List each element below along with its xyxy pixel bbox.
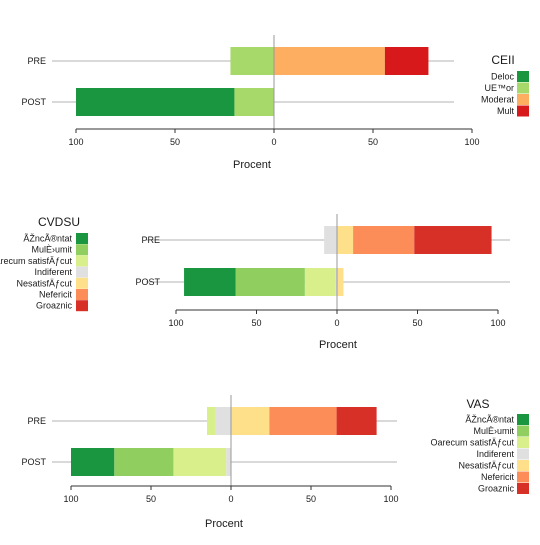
bar-segment <box>71 448 115 476</box>
x-tick-label: 50 <box>146 494 156 504</box>
x-tick-label: 100 <box>464 137 479 147</box>
legend-label: MulÈ›umit <box>473 426 514 436</box>
bar-segment <box>304 268 336 296</box>
x-tick-label: 100 <box>63 494 78 504</box>
x-tick-label: 100 <box>68 137 83 147</box>
chart-panel-3: PRE POST 100 50 0 50 100 Procent VAS ÃŽncÃ®ntatMu… <box>21 395 529 530</box>
legend-title: VAS <box>466 397 489 411</box>
x-tick-label: 0 <box>228 494 233 504</box>
legend-swatch <box>76 277 88 289</box>
bar-segment <box>269 407 337 435</box>
x-tick-label: 100 <box>168 318 183 328</box>
x-tick-label: 50 <box>368 137 378 147</box>
legend-title: CEII <box>491 53 514 67</box>
legend-label: Oarecum satisfÄƒcut <box>430 438 514 448</box>
x-axis-title: Procent <box>205 518 243 530</box>
legend-swatch <box>76 233 88 244</box>
bar-segment <box>384 47 429 75</box>
bar-segment <box>353 226 415 254</box>
legend-label: MulÈ›umit <box>31 245 72 255</box>
legend-label: ÃŽncÃ®ntat <box>23 234 72 244</box>
bar-segment <box>335 268 337 296</box>
bar-segment <box>336 407 377 435</box>
legend-label: Indiferent <box>476 449 514 459</box>
bar-segment <box>337 268 344 296</box>
bar-segment <box>274 47 385 75</box>
legend-label: UE™or <box>484 83 514 93</box>
legend-swatch <box>517 414 529 425</box>
chart-panel-2: PRE POST 100 50 0 50 100 Procent CVDSU ÃŽncÃ®ntat… <box>0 214 510 351</box>
x-tick-label: 50 <box>170 137 180 147</box>
bar-segment <box>76 88 235 116</box>
x-tick-label: 50 <box>306 494 316 504</box>
category-label: PRE <box>27 56 46 66</box>
bar-segment <box>414 226 492 254</box>
legend-title: CVDSU <box>38 215 80 229</box>
bar-segment <box>215 407 231 435</box>
bar-segment <box>226 448 231 476</box>
legend-swatch <box>517 448 529 460</box>
bar-segment <box>184 268 236 296</box>
legend-label: NesatisfÄƒcut <box>458 461 514 471</box>
legend-swatch <box>517 71 529 82</box>
bar-segment <box>207 407 215 435</box>
x-tick-label: 0 <box>334 318 339 328</box>
category-label: POST <box>21 97 46 107</box>
category-label: PRE <box>27 416 46 426</box>
legend-label: Deloc <box>491 72 515 82</box>
bar-segment <box>231 407 270 435</box>
category-label: POST <box>21 457 46 467</box>
bar-segment <box>114 448 174 476</box>
legend-swatch <box>76 300 88 312</box>
legend-label: ÃŽncÃ®ntat <box>465 415 514 425</box>
bar-segment <box>230 47 274 75</box>
x-tick-label: 50 <box>251 318 261 328</box>
legend-swatch <box>76 244 88 256</box>
category-label: PRE <box>141 235 160 245</box>
legend-label: Nefericit <box>481 472 515 482</box>
legend-swatch <box>517 82 529 94</box>
legend-label: Oarecum satisfÄƒcut <box>0 256 72 266</box>
legend-swatch <box>517 437 529 448</box>
bar-segment <box>234 88 274 116</box>
bar-segment <box>173 448 227 476</box>
legend-swatch <box>517 94 529 105</box>
bar-segment <box>337 226 354 254</box>
legend-label: Nefericit <box>39 290 73 300</box>
legend-label: Indiferent <box>34 267 72 277</box>
x-axis-title: Procent <box>233 159 271 171</box>
bar-segment <box>324 226 337 254</box>
legend-swatch <box>517 460 529 471</box>
legend-swatch <box>76 266 88 278</box>
legend-label: Groaznic <box>36 301 73 311</box>
legend-swatch <box>517 471 529 483</box>
legend-label: Mult <box>497 106 515 116</box>
legend-swatch <box>517 105 529 117</box>
x-axis-title: Procent <box>319 339 357 351</box>
legend-swatch <box>76 289 88 300</box>
legend-label: NesatisfÄƒcut <box>16 278 72 288</box>
legend-label: Moderat <box>481 95 515 105</box>
x-tick-label: 100 <box>490 318 505 328</box>
legend-swatch <box>76 255 88 267</box>
legend-label: Groaznic <box>478 484 515 494</box>
x-tick-label: 100 <box>383 494 398 504</box>
x-tick-label: 0 <box>271 137 276 147</box>
category-label: POST <box>135 277 160 287</box>
legend-swatch <box>517 483 529 494</box>
legend-swatch <box>517 425 529 437</box>
x-tick-label: 50 <box>412 318 422 328</box>
bar-segment <box>235 268 305 296</box>
